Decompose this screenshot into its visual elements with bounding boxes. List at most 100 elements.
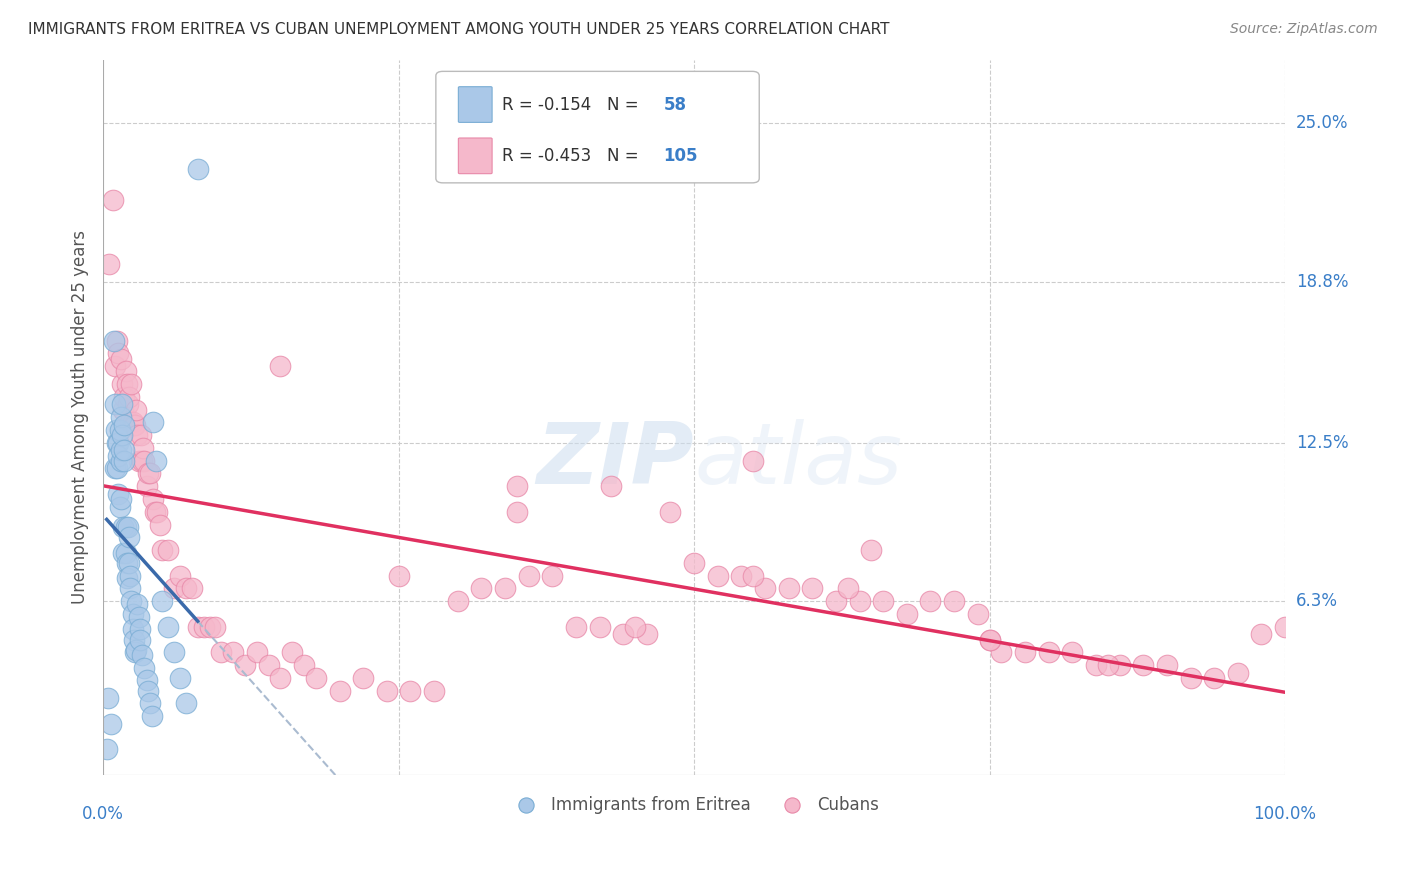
Point	[1226, 665, 1249, 680]
Point	[730, 568, 752, 582]
Point	[269, 671, 291, 685]
Point	[117, 520, 139, 534]
Text: Source: ZipAtlas.com: Source: ZipAtlas.com	[1230, 22, 1378, 37]
Point	[600, 479, 623, 493]
Point	[120, 568, 142, 582]
Text: atlas: atlas	[695, 418, 903, 501]
Point	[127, 428, 149, 442]
Point	[110, 351, 132, 366]
Text: 0.0%: 0.0%	[82, 805, 124, 823]
Point	[706, 568, 728, 582]
Point	[107, 346, 129, 360]
Point	[110, 453, 132, 467]
Point	[352, 671, 374, 685]
Point	[246, 645, 269, 659]
Point	[683, 556, 706, 570]
Point	[150, 594, 173, 608]
Point	[134, 453, 156, 467]
Point	[112, 546, 135, 560]
Point	[1038, 645, 1060, 659]
Point	[98, 257, 121, 271]
Point	[1108, 658, 1130, 673]
Point	[174, 697, 197, 711]
Point	[124, 417, 146, 432]
Point	[149, 517, 172, 532]
Point	[624, 620, 647, 634]
Point	[141, 709, 163, 723]
Point	[128, 632, 150, 647]
Point	[1097, 658, 1119, 673]
Text: R = -0.154   N =: R = -0.154 N =	[502, 95, 644, 113]
Point	[125, 402, 148, 417]
Point	[979, 632, 1001, 647]
Point	[105, 435, 128, 450]
Point	[328, 683, 350, 698]
Point	[157, 543, 180, 558]
Point	[1180, 671, 1202, 685]
Point	[122, 632, 145, 647]
Point	[107, 487, 129, 501]
Point	[222, 645, 245, 659]
Text: 25.0%: 25.0%	[1296, 114, 1348, 133]
Point	[110, 443, 132, 458]
Point	[494, 582, 516, 596]
Point	[754, 582, 776, 596]
Point	[128, 453, 150, 467]
Point	[157, 620, 180, 634]
Point	[125, 642, 148, 657]
Point	[187, 162, 209, 177]
Point	[541, 568, 564, 582]
Point	[187, 620, 209, 634]
Point	[872, 594, 894, 608]
Point	[659, 505, 682, 519]
Point	[204, 620, 226, 634]
Point	[97, 691, 120, 706]
Point	[837, 582, 859, 596]
Point	[565, 620, 588, 634]
Point	[111, 428, 134, 442]
Point	[1132, 658, 1154, 673]
Point	[143, 505, 166, 519]
Point	[114, 546, 136, 560]
Point	[114, 520, 136, 534]
Text: 105: 105	[664, 147, 699, 165]
Point	[966, 607, 988, 621]
Point	[121, 594, 143, 608]
Point	[990, 645, 1012, 659]
Point	[134, 660, 156, 674]
Point	[1274, 620, 1296, 634]
Point	[174, 582, 197, 596]
Point	[135, 479, 157, 493]
Point	[122, 417, 145, 432]
Point	[120, 416, 142, 430]
Point	[115, 571, 138, 585]
Point	[193, 620, 215, 634]
Point	[124, 645, 146, 659]
Y-axis label: Unemployment Among Youth under 25 years: Unemployment Among Youth under 25 years	[72, 230, 89, 604]
Legend: Immigrants from Eritrea, Cubans: Immigrants from Eritrea, Cubans	[502, 789, 886, 821]
Point	[233, 658, 256, 673]
Point	[100, 716, 122, 731]
Text: 58: 58	[664, 95, 686, 113]
Point	[198, 620, 221, 634]
Point	[107, 435, 129, 450]
Point	[105, 461, 128, 475]
Point	[112, 453, 135, 467]
Point	[848, 594, 870, 608]
Point	[136, 683, 159, 698]
Point	[375, 683, 398, 698]
Point	[114, 364, 136, 378]
Point	[269, 359, 291, 374]
Point	[742, 453, 765, 467]
Point	[588, 620, 610, 634]
Text: 12.5%: 12.5%	[1296, 434, 1348, 452]
Point	[778, 582, 800, 596]
Point	[146, 505, 169, 519]
Text: R = -0.453   N =: R = -0.453 N =	[502, 147, 644, 165]
Point	[121, 416, 143, 430]
Point	[163, 645, 186, 659]
Point	[150, 543, 173, 558]
Point	[506, 505, 529, 519]
Point	[118, 390, 141, 404]
Point	[110, 491, 132, 506]
